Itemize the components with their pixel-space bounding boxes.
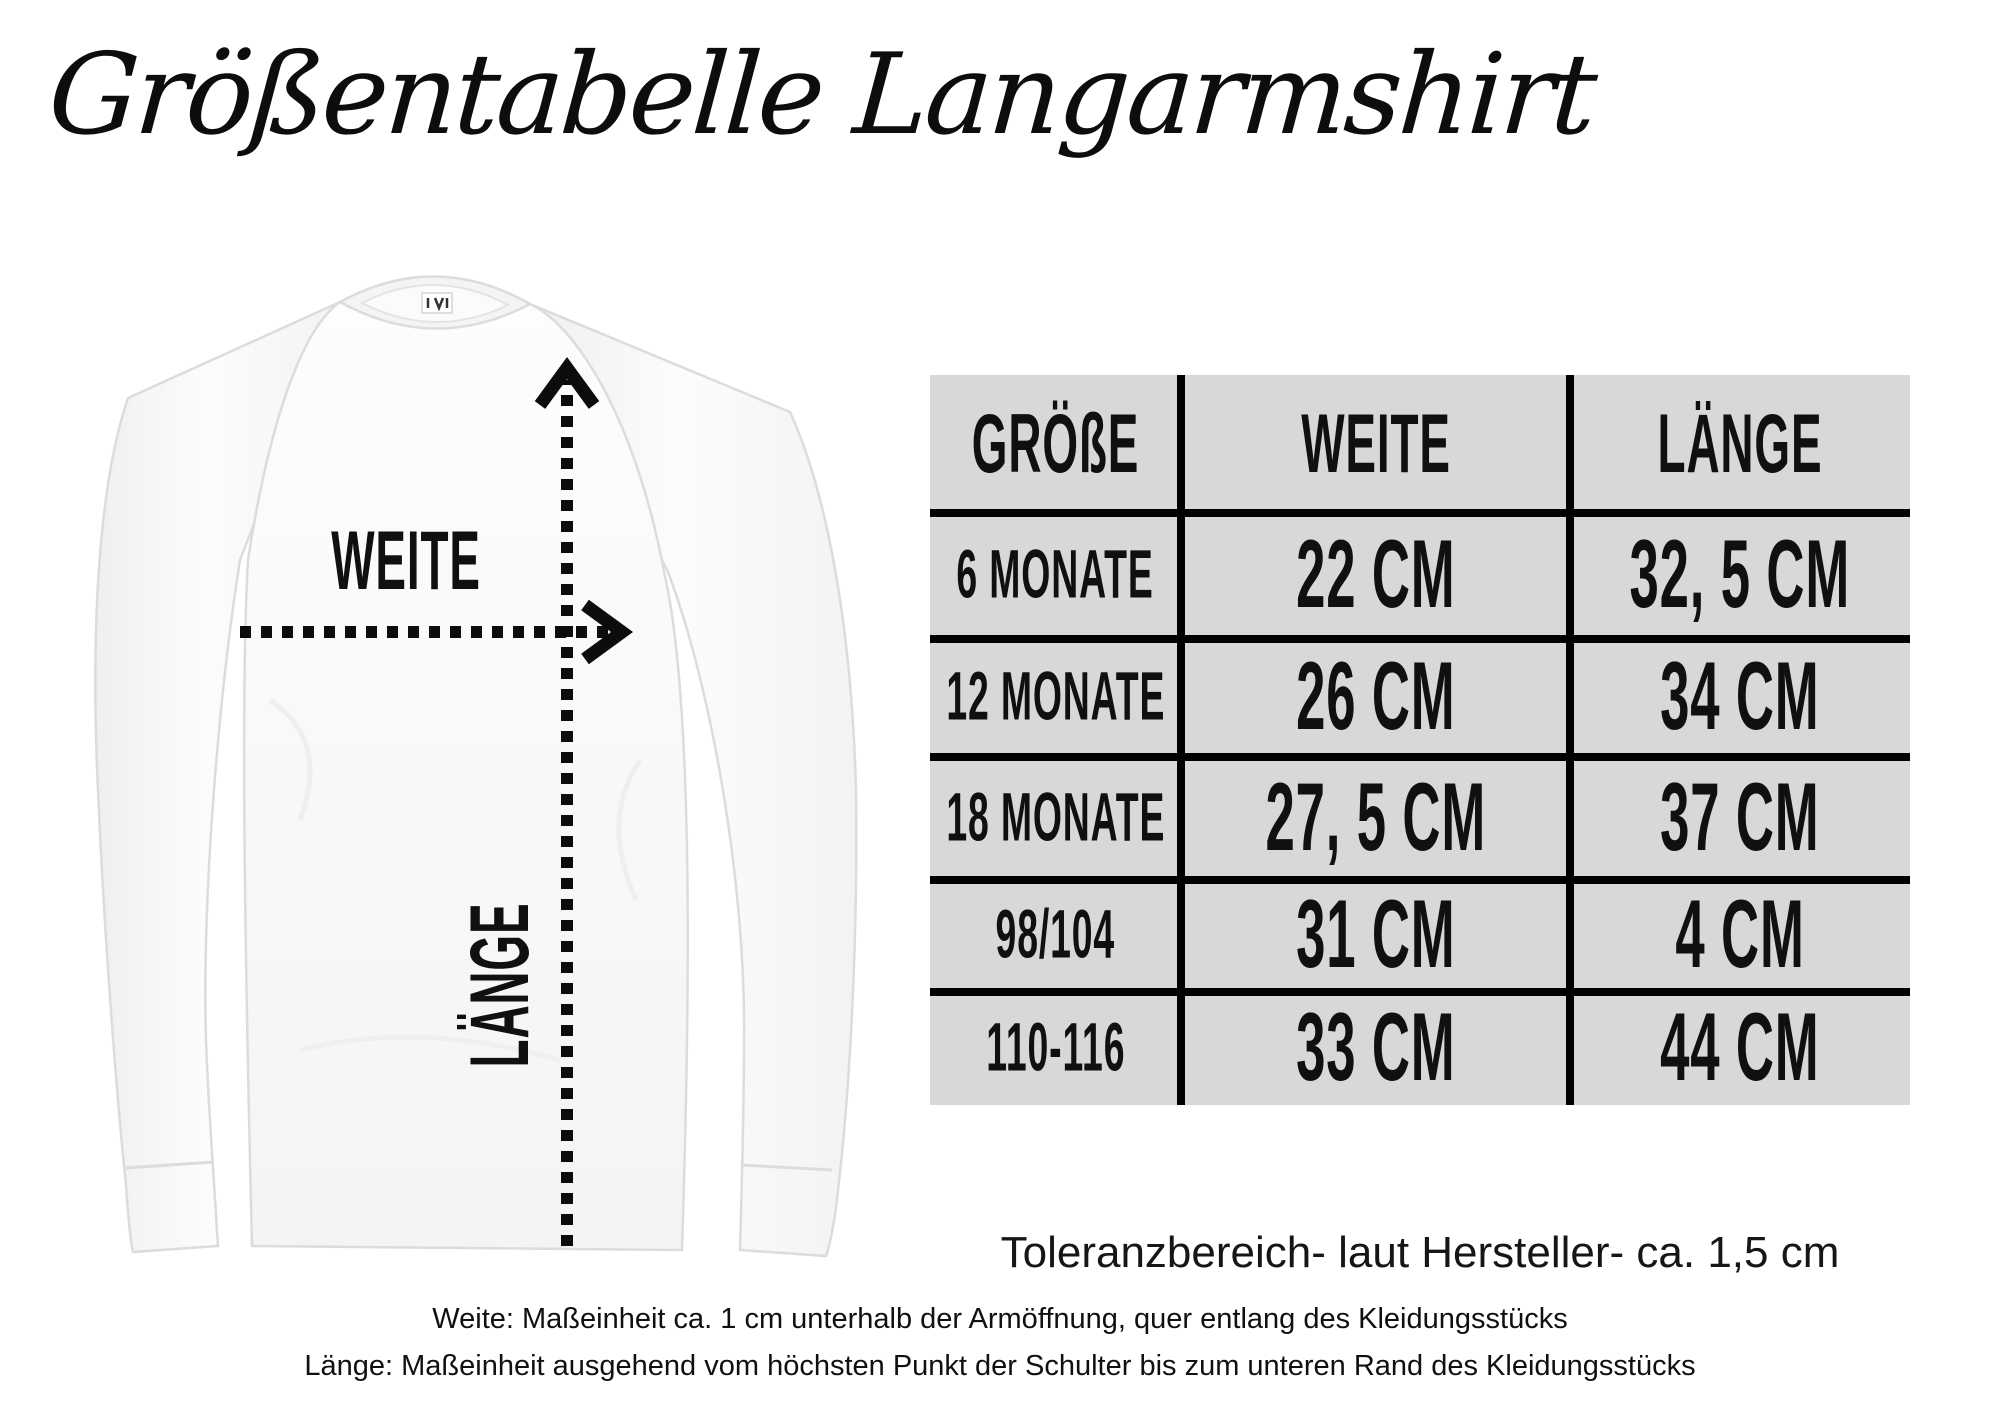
table-row-laenge: 44 CM (1570, 992, 1910, 1105)
table-hline (930, 509, 1910, 517)
laenge-measure-arrow (534, 356, 600, 1246)
table-header-weite-label: WEITE (1300, 397, 1451, 491)
shirt-left-sleeve (94, 299, 343, 1254)
shirt-body (242, 300, 690, 1252)
shirt-collar (337, 275, 533, 330)
weite-value: 31 CM (1295, 881, 1456, 989)
weite-value: 26 CM (1295, 643, 1456, 751)
table-hline (930, 876, 1910, 884)
laenge-value: 34 CM (1660, 643, 1820, 751)
table-row-size: 110-116 (930, 992, 1181, 1105)
shirt-left-cuff (125, 1160, 215, 1170)
table-row-size: 98/104 (930, 880, 1181, 992)
shirt-collar-inner (359, 284, 511, 323)
laenge-value: 32, 5 CM (1629, 521, 1851, 629)
table-header-laenge-label: LÄNGE (1657, 397, 1823, 491)
weite-value: 22 CM (1295, 521, 1456, 629)
measurement-notes: Weite: Maßeinheit ca. 1 cm unterhalb der… (0, 1296, 2000, 1390)
size-value: 98/104 (995, 897, 1116, 974)
note-weite: Weite: Maßeinheit ca. 1 cm unterhalb der… (432, 1303, 1568, 1335)
collar-tag (421, 292, 453, 314)
collar-tag-mark (426, 297, 449, 312)
laenge-value: 4 CM (1675, 881, 1805, 989)
table-vline (1566, 375, 1574, 1105)
table-row-laenge: 37 CM (1570, 757, 1910, 880)
size-value: 12 MONATE (946, 659, 1165, 736)
table-row-weite: 26 CM (1181, 639, 1570, 757)
table-header-groesse-label: GRÖßE (971, 397, 1140, 491)
table-row-weite: 31 CM (1181, 880, 1570, 992)
shirt-weite-label: WEITE (331, 514, 481, 608)
size-value: 110-116 (985, 1009, 1126, 1086)
table-hline (930, 635, 1910, 643)
weite-value: 33 CM (1295, 994, 1456, 1102)
table-header-laenge: LÄNGE (1570, 375, 1910, 513)
table-row-weite: 22 CM (1181, 513, 1570, 639)
table-row-weite: 33 CM (1181, 992, 1570, 1105)
laenge-value: 37 CM (1660, 764, 1820, 872)
page-title: Größentabelle Langarmshirt (44, 30, 1599, 160)
size-value: 18 MONATE (946, 779, 1165, 856)
note-laenge: Länge: Maßeinheit ausgehend vom höchsten… (304, 1350, 1696, 1382)
shirt-right-sleeve (527, 301, 858, 1258)
weite-measure-arrow (240, 599, 634, 665)
size-value: 6 MONATE (956, 537, 1155, 614)
shirt-laenge-label: LÄNGE (453, 902, 547, 1068)
table-row-laenge: 4 CM (1570, 880, 1910, 992)
table-row-size: 6 MONATE (930, 513, 1181, 639)
tolerance-note: Toleranzbereich- laut Hersteller- ca. 1,… (1000, 1228, 1840, 1277)
table-hline (930, 988, 1910, 996)
table-hline (930, 753, 1910, 761)
table-row-laenge: 32, 5 CM (1570, 513, 1910, 639)
table-row-weite: 27, 5 CM (1181, 757, 1570, 880)
laenge-value: 44 CM (1660, 994, 1820, 1102)
weite-value: 27, 5 CM (1265, 764, 1486, 872)
table-row-laenge: 34 CM (1570, 639, 1910, 757)
table-row-size: 12 MONATE (930, 639, 1181, 757)
size-table: GRÖßE WEITE LÄNGE 6 MONATE 22 CM 32, 5 C… (930, 375, 1910, 1105)
table-vline (1177, 375, 1185, 1105)
shirt-right-cuff (741, 1163, 833, 1172)
table-header-groesse: GRÖßE (930, 375, 1181, 513)
table-header-weite: WEITE (1181, 375, 1570, 513)
table-row-size: 18 MONATE (930, 757, 1181, 880)
